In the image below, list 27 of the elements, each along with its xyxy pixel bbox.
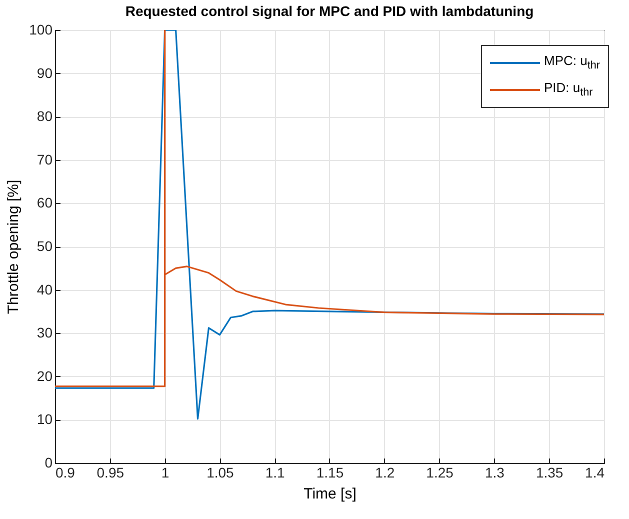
y-tick-label: 10 (36, 411, 53, 428)
y-tick-label: 90 (36, 64, 53, 81)
x-tick-label: 1.1 (265, 464, 286, 480)
x-tick-label: 1.4 (585, 464, 605, 480)
y-tick-label: 60 (36, 194, 53, 211)
x-tick-label: 1.3 (484, 464, 505, 480)
legend-label: MPC: u$_{thr}$ (544, 52, 600, 74)
x-tick-label: 0.95 (96, 464, 124, 480)
x-tick-label: 1.15 (316, 464, 344, 480)
y-axis-title: Throttle opening [%] (5, 180, 22, 314)
y-tick-label: 100 (29, 22, 53, 38)
y-tick-label: 40 (36, 281, 53, 298)
y-tick-label: 0 (44, 454, 53, 470)
x-axis-title: Time [s] (304, 486, 356, 502)
x-tick-label: 1.05 (206, 464, 234, 480)
y-tick-label: 20 (36, 368, 53, 384)
y-tick-label: 80 (36, 108, 53, 124)
x-tick-label: 1.35 (536, 464, 564, 480)
y-tick-label: 50 (36, 238, 53, 254)
x-tick-label: 1 (161, 464, 170, 480)
x-tick-label: 0.9 (56, 464, 76, 480)
y-tick-label: 30 (36, 324, 53, 341)
x-tick-label: 1.2 (375, 464, 395, 480)
y-tick-label: 70 (36, 151, 53, 168)
legend-label: PID: u$_{thr}$ (544, 78, 593, 100)
x-tick-label: 1.25 (426, 464, 454, 480)
chart-title: Requested control signal for MPC and PID with lambdatuning (125, 3, 534, 19)
